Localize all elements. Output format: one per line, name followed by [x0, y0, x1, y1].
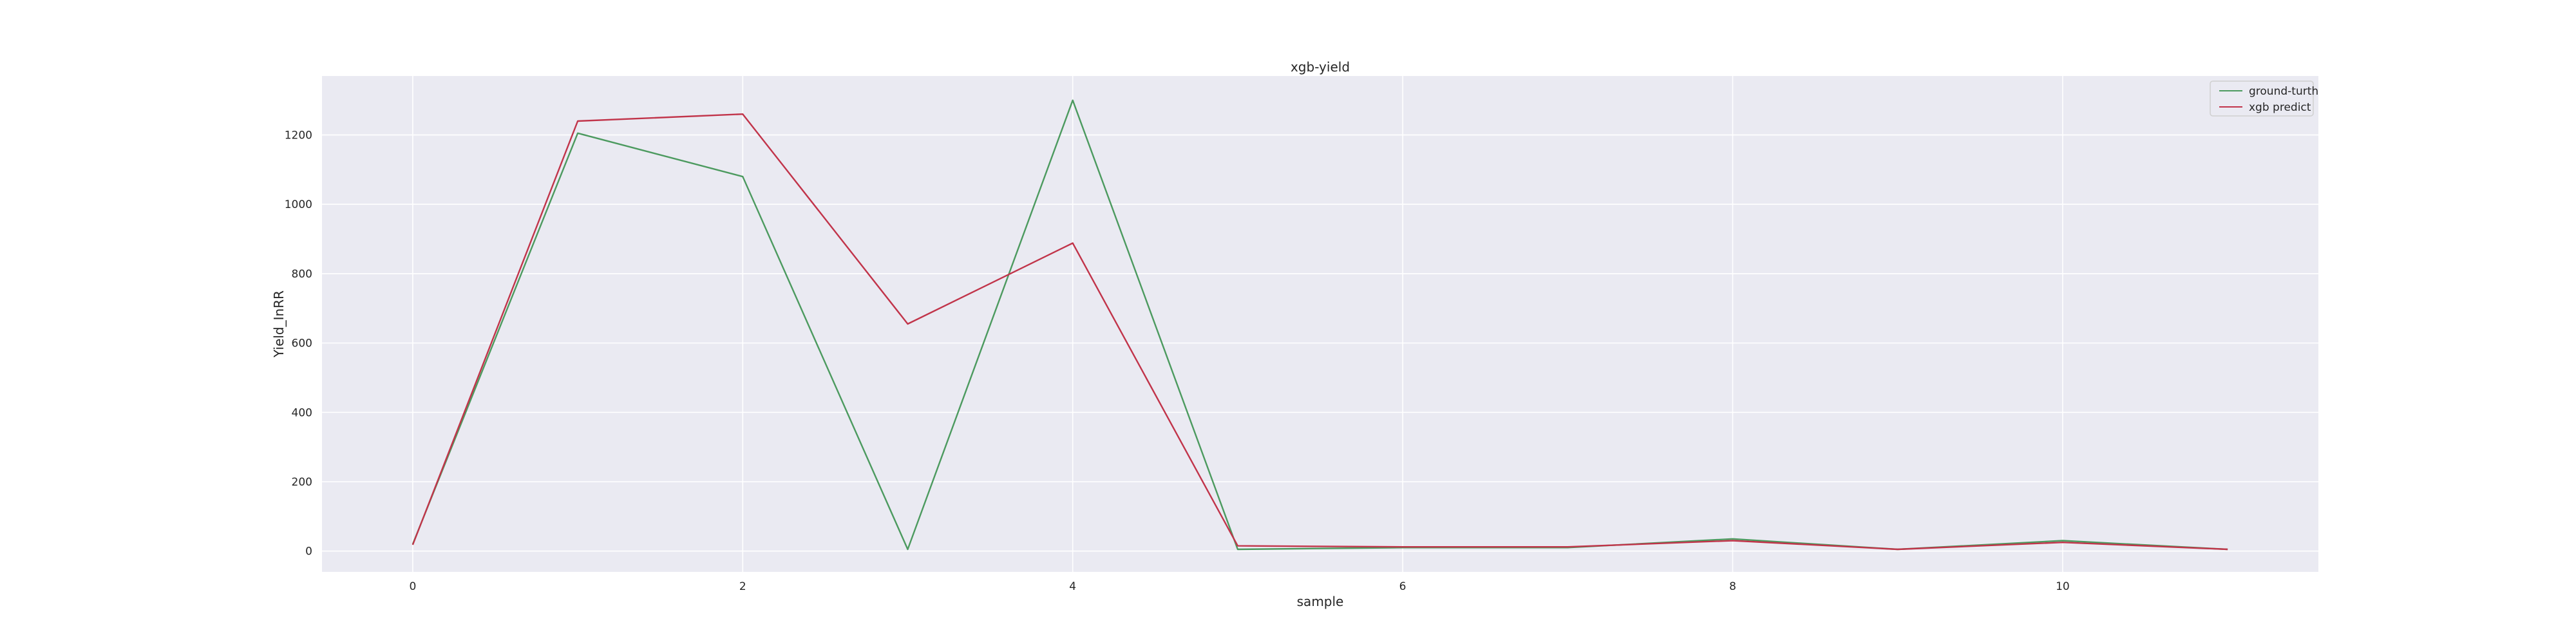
- y-tick-label: 400: [292, 406, 312, 419]
- chart-title: xgb-yield: [1291, 59, 1350, 75]
- x-tick-label: 2: [739, 580, 746, 593]
- y-tick-label: 200: [292, 476, 312, 489]
- legend-label-ground-truth: ground-turth: [2249, 85, 2318, 98]
- x-axis-label: sample: [1297, 594, 1344, 609]
- x-tick-label: 0: [409, 580, 416, 593]
- y-tick-label: 600: [292, 337, 312, 350]
- plot-background: [322, 76, 2318, 572]
- x-tick-label: 8: [1729, 580, 1736, 593]
- y-tick-label: 1200: [285, 129, 312, 142]
- y-axis-label: Yield_InRR: [271, 290, 287, 358]
- series-layer: [412, 99, 2228, 551]
- y-tick-label: 0: [305, 545, 312, 558]
- y-tick-label: 800: [292, 268, 312, 281]
- series-line-xgb-predict: [412, 113, 2228, 551]
- gridlines: [322, 76, 2318, 572]
- x-tick-label: 10: [2056, 580, 2070, 593]
- tick-labels: 0 200 400 600 800 1000 1200 0 2 4 6 8 10: [285, 129, 2070, 593]
- legend: ground-turth xgb predict: [2210, 80, 2318, 117]
- x-tick-label: 6: [1399, 580, 1406, 593]
- x-tick-label: 4: [1069, 580, 1076, 593]
- legend-label-xgb-predict: xgb predict: [2249, 101, 2311, 114]
- y-tick-label: 1000: [285, 198, 312, 211]
